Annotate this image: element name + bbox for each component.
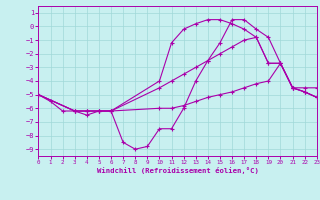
X-axis label: Windchill (Refroidissement éolien,°C): Windchill (Refroidissement éolien,°C) xyxy=(97,167,259,174)
